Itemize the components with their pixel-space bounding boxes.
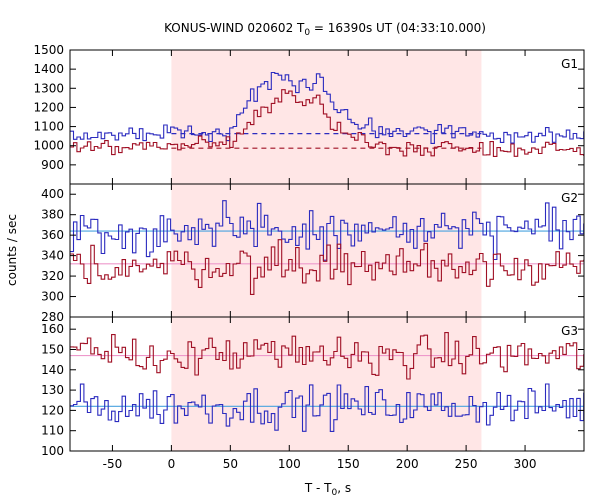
panel-frame-layer (69, 49, 585, 452)
lightcurve-g2-blue (70, 200, 585, 261)
panel-label-g3: G3 (561, 324, 578, 338)
y-axis-label: counts / sec (5, 214, 19, 286)
y-tick-label: 120 (41, 403, 64, 417)
y-tick-label: 1100 (33, 120, 64, 134)
panel-frame-g3 (69, 316, 585, 452)
y-tick-label: 300 (41, 290, 64, 304)
x-tick-label: 300 (514, 457, 537, 471)
y-tick-label: 900 (41, 158, 64, 172)
panel-label-g1: G1 (561, 57, 578, 71)
y-tick-label: 320 (41, 269, 64, 283)
lightcurve-g1-blue (70, 71, 585, 144)
y-tick-label: 400 (41, 187, 64, 201)
lightcurve-g3-blue (70, 383, 585, 432)
y-tick-label: 360 (41, 228, 64, 242)
lightcurve-g1-red (70, 89, 585, 157)
chart-title-main: KONUS-WIND 020602 T (164, 21, 305, 35)
x-tick-label: 0 (168, 457, 176, 471)
lightcurve-g2-red (70, 239, 585, 295)
panel-label-g2: G2 (561, 191, 578, 205)
y-tick-label: 140 (41, 363, 64, 377)
y-tick-label: 1300 (33, 81, 64, 95)
y-tick-label: 380 (41, 208, 64, 222)
y-tick-label: 110 (41, 424, 64, 438)
y-tick-label: 130 (41, 383, 64, 397)
x-tick-label: 50 (223, 457, 238, 471)
x-axis-label: T - T0, s (304, 481, 351, 498)
chart-title-rest: = 16390s UT (04:33:10.000) (310, 21, 486, 35)
highlight-interval-g3 (171, 317, 482, 451)
y-tick-label: 340 (41, 249, 64, 263)
y-tick-label: 100 (41, 444, 64, 458)
y-tick-label: 280 (41, 310, 64, 324)
x-axis-label-subscript: 0 (332, 488, 338, 498)
x-tick-label: 150 (337, 457, 360, 471)
y-tick-label: 150 (41, 342, 64, 356)
x-tick-label: 100 (278, 457, 301, 471)
x-tick-label: 200 (396, 457, 419, 471)
x-tick-label: 250 (455, 457, 478, 471)
x-tick-label: -50 (103, 457, 123, 471)
y-tick-label: 1000 (33, 139, 64, 153)
axis-layer: G1900100011001200130014001500G2280300320… (33, 43, 584, 471)
chart-title-subscript: 0 (304, 28, 310, 38)
lightcurve-g3-red (70, 332, 585, 380)
y-tick-label: 1200 (33, 100, 64, 114)
y-tick-label: 160 (41, 322, 64, 336)
x-axis-label-main: T - T (304, 481, 332, 495)
y-tick-label: 1500 (33, 43, 64, 57)
y-tick-label: 1400 (33, 62, 64, 76)
lightcurve-layer (70, 71, 585, 432)
chart-title: KONUS-WIND 020602 T0 = 16390s UT (04:33:… (164, 21, 486, 38)
x-axis-label-rest: , s (337, 481, 351, 495)
